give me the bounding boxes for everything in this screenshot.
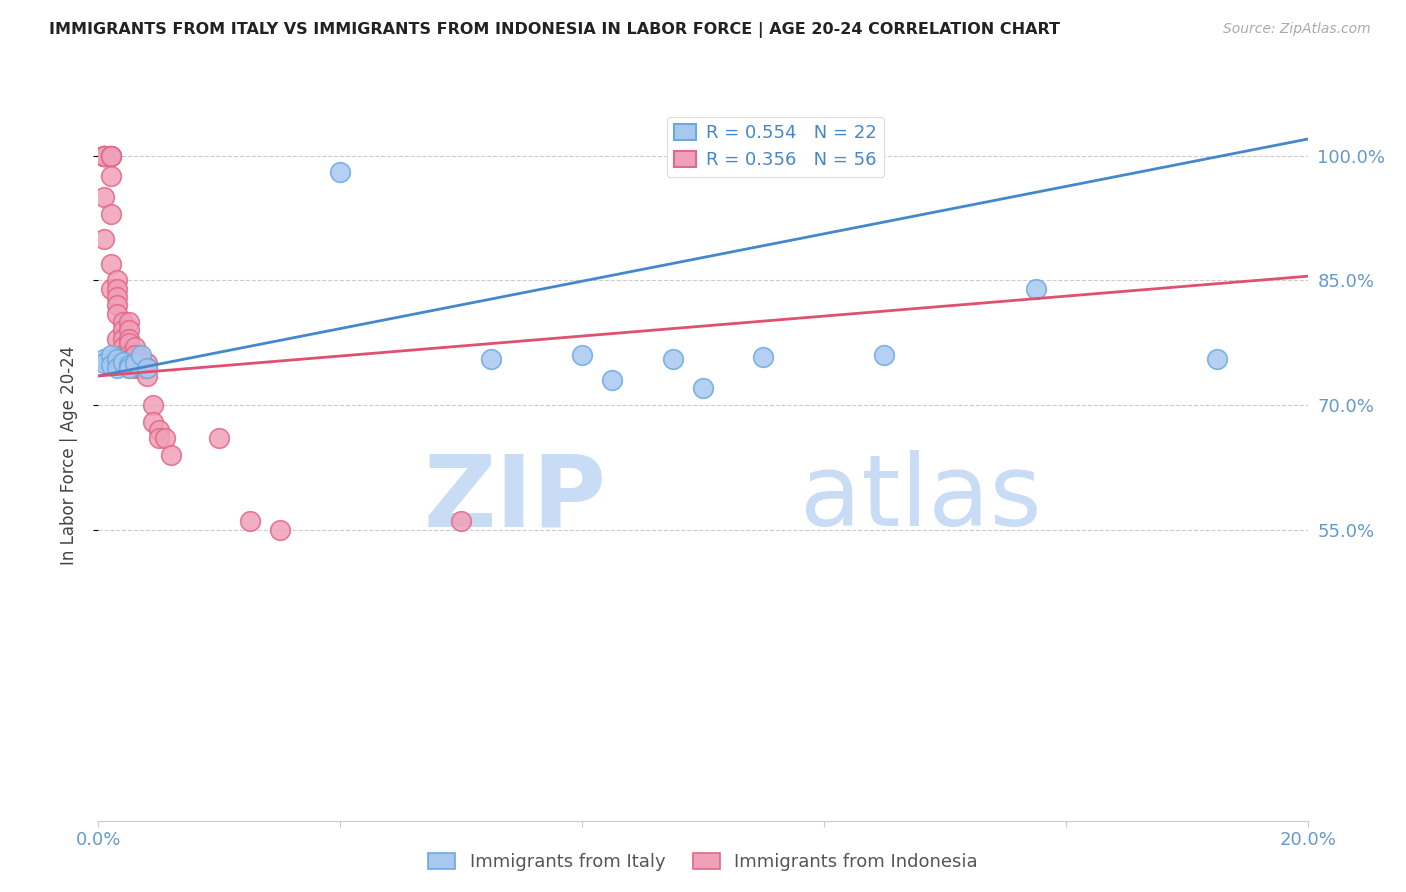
Point: [105, 290, 128, 304]
Point: [105, 352, 128, 367]
Point: [692, 381, 714, 395]
Point: [148, 423, 170, 437]
Point: [100, 207, 122, 221]
Point: [129, 360, 152, 375]
Point: [100, 348, 122, 362]
Point: [93, 352, 115, 367]
Point: [124, 356, 146, 371]
Point: [105, 273, 128, 287]
Point: [93, 149, 115, 163]
Point: [100, 149, 122, 163]
Point: [105, 332, 128, 346]
Point: [100, 358, 122, 372]
Point: [239, 515, 262, 529]
Point: [105, 307, 128, 321]
Point: [124, 348, 146, 362]
Point: [93, 149, 115, 163]
Point: [571, 348, 593, 362]
Point: [100, 149, 122, 163]
Point: [118, 323, 141, 337]
Text: IMMIGRANTS FROM ITALY VS IMMIGRANTS FROM INDONESIA IN LABOR FORCE | AGE 20-24 CO: IMMIGRANTS FROM ITALY VS IMMIGRANTS FROM…: [49, 22, 1060, 38]
Point: [135, 368, 157, 383]
Point: [129, 356, 152, 371]
Point: [124, 356, 146, 371]
Text: Source: ZipAtlas.com: Source: ZipAtlas.com: [1223, 22, 1371, 37]
Point: [93, 149, 115, 163]
Point: [1206, 352, 1229, 367]
Point: [153, 431, 176, 445]
Point: [129, 348, 152, 362]
Point: [142, 398, 165, 412]
Point: [111, 348, 134, 362]
Point: [118, 360, 141, 375]
Point: [160, 448, 183, 462]
Point: [105, 348, 128, 362]
Point: [269, 523, 291, 537]
Point: [111, 356, 134, 371]
Point: [111, 355, 134, 369]
Point: [481, 352, 503, 367]
Point: [873, 348, 896, 362]
Point: [105, 360, 128, 375]
Point: [93, 232, 115, 246]
Point: [118, 360, 141, 375]
Point: [329, 165, 352, 179]
Point: [135, 360, 157, 375]
Point: [100, 282, 122, 296]
Point: [100, 257, 122, 271]
Point: [129, 352, 152, 367]
Point: [602, 373, 624, 387]
Point: [661, 352, 683, 367]
Point: [450, 515, 472, 529]
Point: [111, 315, 134, 329]
Point: [135, 356, 157, 371]
Point: [93, 190, 115, 204]
Point: [135, 360, 157, 375]
Point: [124, 340, 146, 354]
Point: [105, 298, 128, 312]
Point: [118, 335, 141, 350]
Point: [124, 356, 146, 371]
Y-axis label: In Labor Force | Age 20-24: In Labor Force | Age 20-24: [59, 345, 77, 565]
Point: [142, 415, 165, 429]
Point: [93, 356, 115, 371]
Legend: Immigrants from Italy, Immigrants from Indonesia: Immigrants from Italy, Immigrants from I…: [420, 846, 986, 879]
Point: [93, 149, 115, 163]
Point: [118, 352, 141, 367]
Point: [124, 360, 146, 375]
Point: [111, 323, 134, 337]
Point: [118, 348, 141, 362]
Point: [100, 149, 122, 163]
Point: [111, 332, 134, 346]
Point: [752, 350, 775, 364]
Legend: R = 0.554   N = 22, R = 0.356   N = 56: R = 0.554 N = 22, R = 0.356 N = 56: [666, 117, 884, 177]
Point: [100, 169, 122, 184]
Text: ZIP: ZIP: [423, 450, 606, 548]
Point: [118, 315, 141, 329]
Point: [93, 149, 115, 163]
Point: [118, 332, 141, 346]
Point: [208, 431, 231, 445]
Text: atlas: atlas: [800, 450, 1042, 548]
Point: [111, 340, 134, 354]
Point: [148, 431, 170, 445]
Point: [93, 149, 115, 163]
Point: [118, 358, 141, 372]
Point: [105, 282, 128, 296]
Point: [1024, 282, 1046, 296]
